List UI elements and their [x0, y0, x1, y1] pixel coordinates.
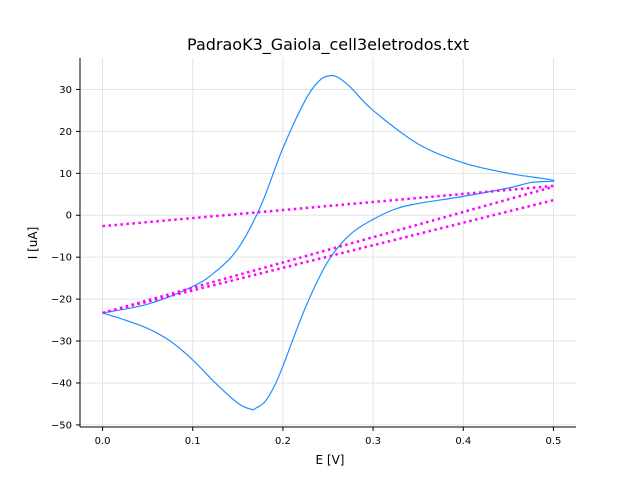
plot-series — [102, 74, 555, 411]
x-tick-label: 0.4 — [455, 436, 471, 447]
y-tick-label: −10 — [51, 253, 72, 264]
y-axis-label: I [uA] — [26, 227, 40, 260]
cv-curve-series — [102, 74, 555, 411]
y-tick-label: 0 — [66, 211, 72, 222]
y-tick-label: 30 — [59, 85, 72, 96]
y-ticks: −50 −40 −30 −20 −10 0 10 20 30 — [51, 85, 80, 431]
chart-title: PadraoK3_Gaiola_cell3eletrodos.txt — [187, 35, 469, 55]
x-ticks: 0.0 0.1 0.2 0.3 0.4 0.5 — [95, 427, 562, 447]
grid — [80, 58, 576, 427]
y-tick-label: 10 — [59, 169, 72, 180]
x-tick-label: 0.0 — [95, 436, 111, 447]
baseline-series-3 — [102, 185, 554, 315]
x-axis-label: E [V] — [316, 453, 345, 467]
x-tick-label: 0.3 — [365, 436, 381, 447]
x-tick-label: 0.5 — [546, 436, 562, 447]
y-tick-label: 20 — [59, 127, 72, 138]
x-tick-label: 0.2 — [275, 436, 291, 447]
y-tick-label: −50 — [51, 420, 72, 431]
y-tick-label: −20 — [51, 295, 72, 306]
x-tick-label: 0.1 — [185, 436, 201, 447]
y-tick-label: −40 — [51, 378, 72, 389]
y-tick-label: −30 — [51, 337, 72, 348]
